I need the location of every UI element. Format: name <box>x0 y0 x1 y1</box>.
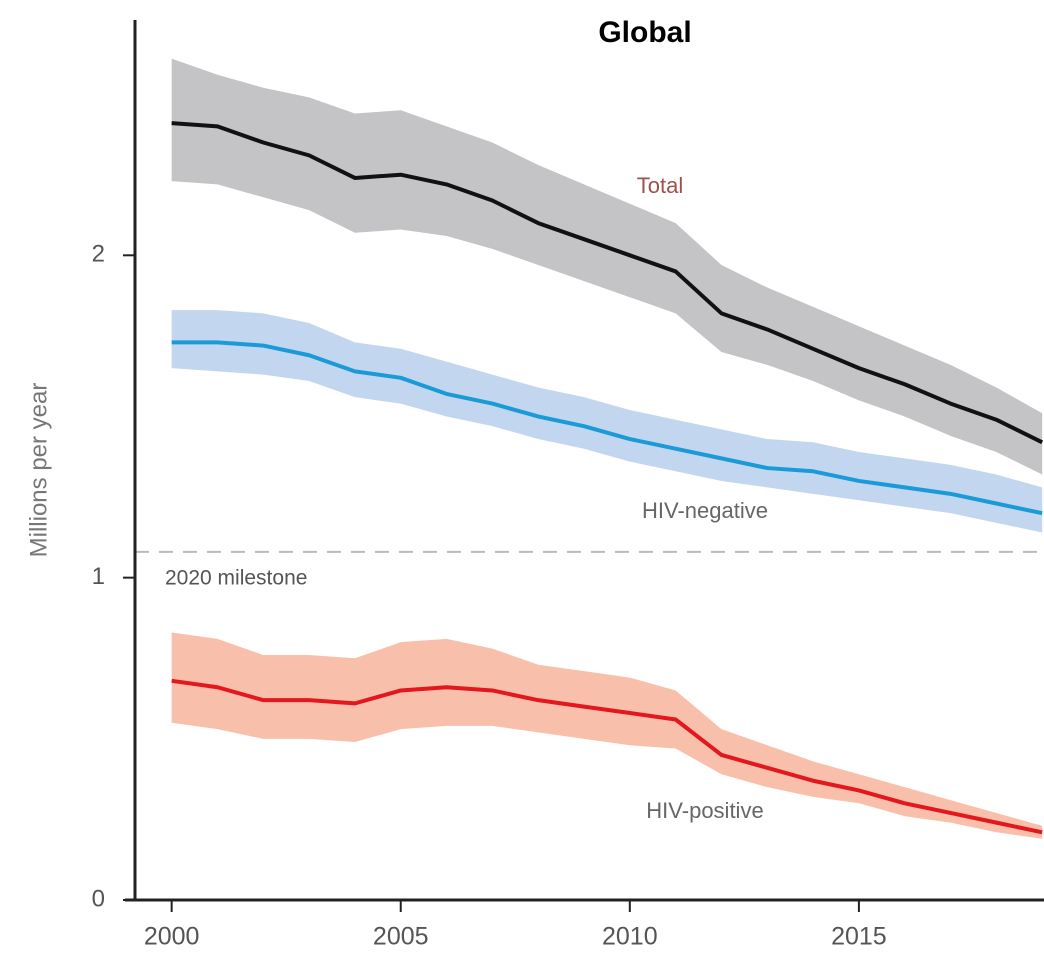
x-tick-label: 2015 <box>831 923 887 951</box>
series-label: HIV-negative <box>642 498 768 523</box>
x-tick-label: 2005 <box>373 923 429 951</box>
x-tick-label: 2000 <box>144 923 200 951</box>
x-tick-label: 2010 <box>602 923 658 951</box>
series-line <box>171 678 1043 835</box>
y-axis-label: Millions per year <box>25 383 52 558</box>
uncertainty-band <box>171 58 1043 475</box>
uncertainty-band <box>171 310 1043 533</box>
y-tick-label: 2 <box>92 241 105 268</box>
y-tick-label: 1 <box>92 563 105 590</box>
uncertainty-band <box>171 632 1043 839</box>
series-line <box>171 121 1044 445</box>
reference-label: 2020 milestone <box>165 566 307 589</box>
series-line <box>171 340 1043 516</box>
chart-title: Global <box>598 16 691 49</box>
series-label: Total <box>637 173 683 198</box>
series-label: HIV-positive <box>646 798 763 823</box>
y-tick-label: 0 <box>92 885 105 912</box>
